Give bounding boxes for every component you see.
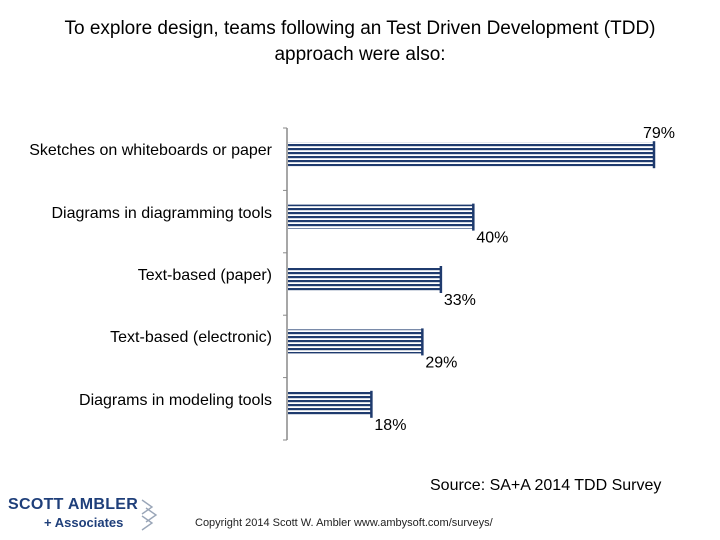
data-label: 33%	[444, 292, 476, 309]
bar	[288, 142, 654, 167]
bar	[288, 267, 441, 292]
category-label: Diagrams in diagramming tools	[51, 204, 272, 222]
logo-line-2: + Associates	[44, 515, 124, 530]
logo-line-1: SCOTT AMBLER	[8, 496, 139, 513]
category-label: Text-based (electronic)	[110, 329, 272, 347]
source-note: Source: SA+A 2014 TDD Survey	[430, 477, 662, 494]
bar	[288, 204, 474, 229]
category-label: Text-based (paper)	[137, 267, 272, 284]
category-label: Sketches on whiteboards or paper	[29, 142, 272, 160]
chart-title: To explore design, teams following an Te…	[64, 18, 656, 65]
data-label: 40%	[476, 230, 508, 247]
bar	[288, 329, 423, 354]
category-label: Diagrams in modeling tools	[79, 391, 272, 409]
logo-chevron-icon	[141, 499, 158, 531]
bar	[288, 391, 372, 416]
data-label: 79%	[643, 125, 675, 142]
copyright-text: Copyright 2014 Scott W. Ambler www.ambys…	[195, 517, 493, 529]
data-label: 29%	[425, 354, 457, 371]
data-label: 18%	[374, 417, 406, 434]
company-logo: SCOTT AMBLER + Associates	[8, 496, 158, 532]
